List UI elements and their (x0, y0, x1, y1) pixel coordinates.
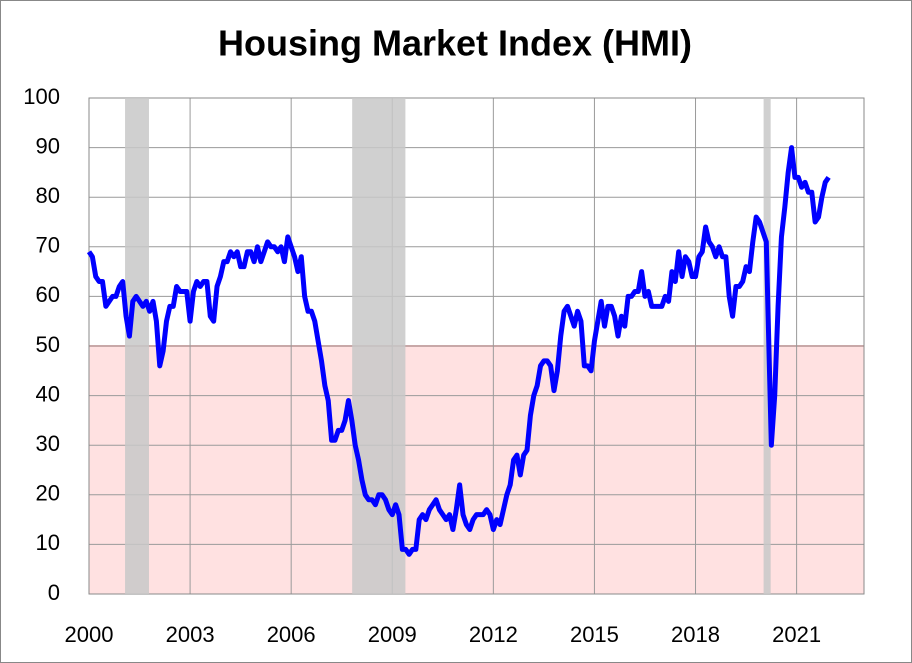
x-tick-label: 2021 (772, 622, 821, 647)
y-tick-label: 60 (36, 282, 60, 307)
plot-border (88, 97, 865, 595)
threshold-band (89, 346, 864, 594)
x-tick-label: 2018 (671, 622, 720, 647)
x-tick-label: 2000 (65, 622, 114, 647)
x-tick-label: 2006 (267, 622, 316, 647)
y-tick-label: 90 (36, 133, 60, 158)
y-tick-label: 100 (23, 84, 60, 109)
y-tick-label: 0 (48, 580, 60, 605)
y-tick-label: 80 (36, 183, 60, 208)
shaded-period (125, 98, 149, 594)
y-tick-label: 40 (36, 381, 60, 406)
data-line (86, 145, 831, 557)
y-tick-label: 10 (36, 530, 60, 555)
chart-title: Housing Market Index (HMI) (218, 23, 692, 64)
y-tick-label: 50 (36, 332, 60, 357)
x-tick-label: 2009 (368, 622, 417, 647)
x-tick-label: 2003 (166, 622, 215, 647)
y-tick-label: 30 (36, 431, 60, 456)
y-tick-label: 70 (36, 233, 60, 258)
x-tick-label: 2015 (570, 622, 619, 647)
x-tick-label: 2012 (469, 622, 518, 647)
y-tick-label: 20 (36, 481, 60, 506)
